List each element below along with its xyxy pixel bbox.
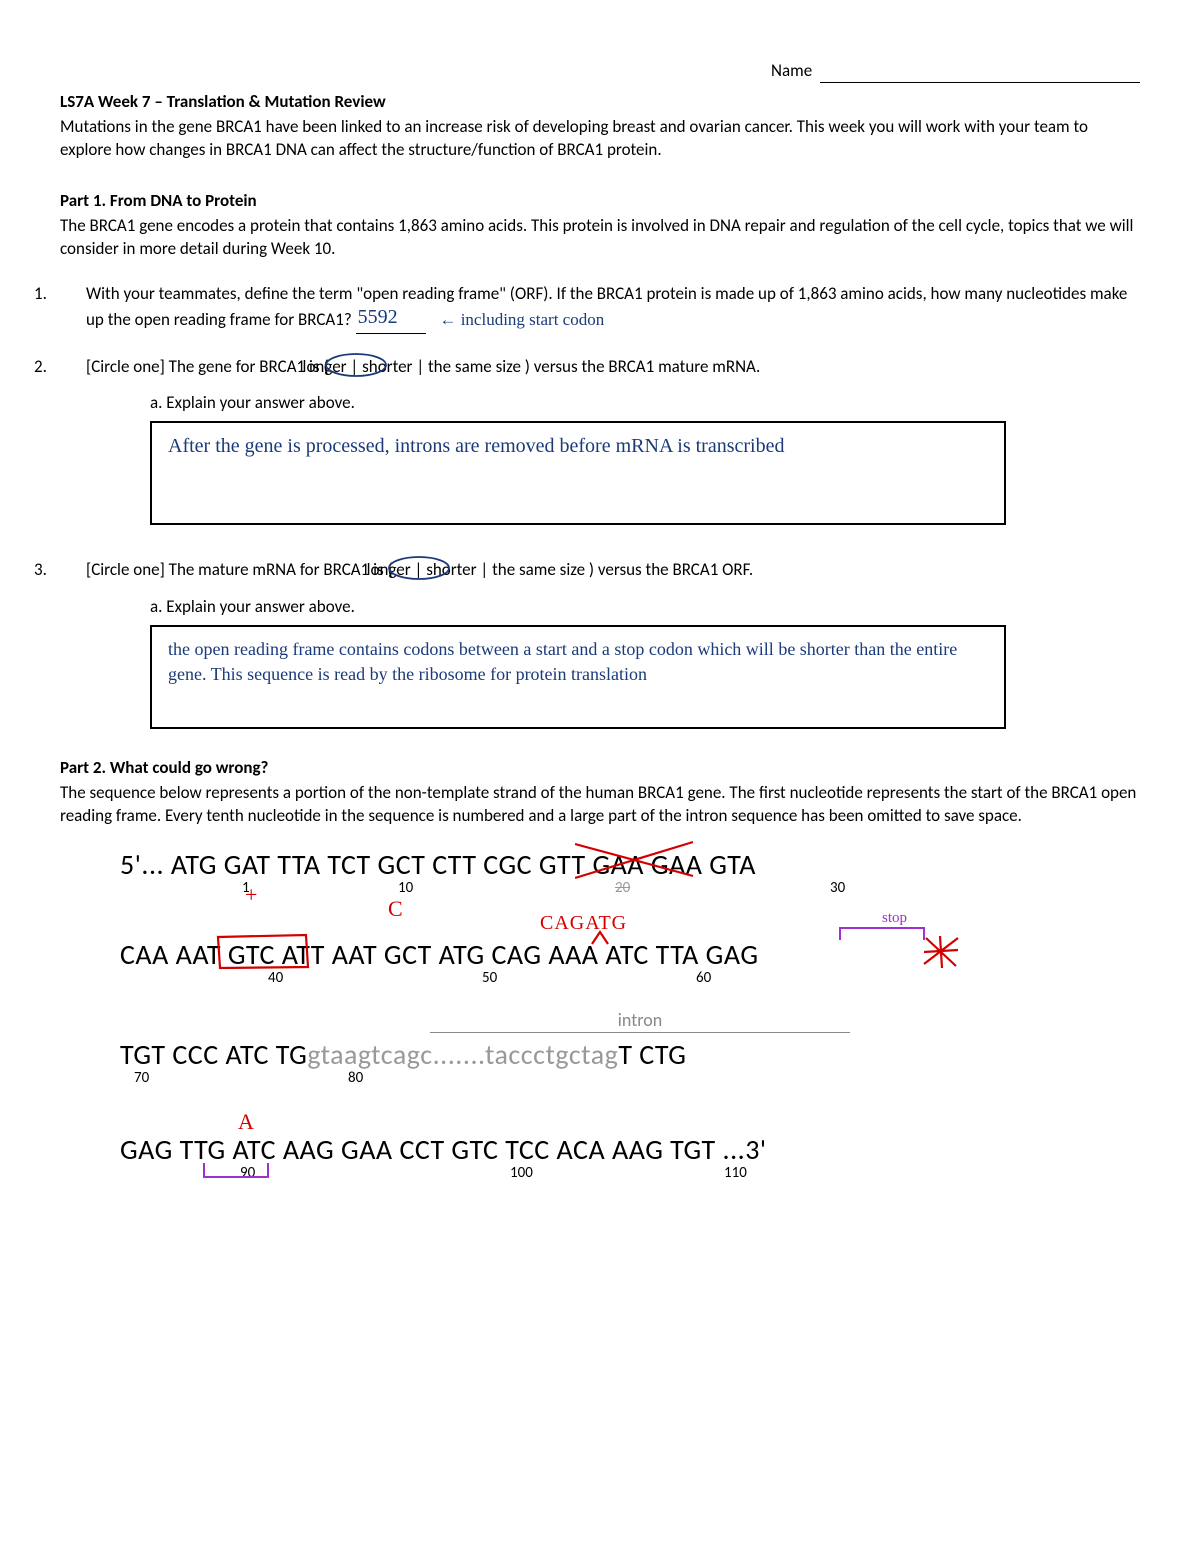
seq-num: 30	[830, 878, 845, 898]
q3a-answer: the open reading frame contains codons b…	[168, 639, 957, 684]
q2-number: 2.	[60, 356, 86, 379]
q3a: a. Explain your answer above. the open r…	[150, 596, 1140, 729]
seq-row3-intron: gtaagtcagc.......taccctgctag	[307, 1037, 618, 1072]
q2a-answer-box[interactable]: After the gene is processed, introns are…	[150, 421, 1006, 525]
seq-num: 60	[696, 968, 711, 988]
sequence-block: 5'... ATG GAT TTA TCT GCT CTT CGC GTT GA…	[120, 846, 1140, 1221]
q2a-answer: After the gene is processed, introns are…	[168, 435, 784, 457]
q1-answer: 5592	[358, 306, 398, 328]
red-plus-annotation: +	[245, 880, 257, 910]
seq-row3-text: TGT CCC ATC TGgtaagtcagc.......taccctgct…	[120, 1036, 1140, 1074]
intron-label: intron	[430, 1008, 850, 1032]
seq-num: 100	[510, 1163, 533, 1183]
part1-intro: The BRCA1 gene encodes a protein that co…	[60, 215, 1140, 261]
q3a-answer-box[interactable]: the open reading frame contains codons b…	[150, 625, 1006, 729]
q2-circled: longer	[329, 356, 347, 379]
red-C-annotation: C	[388, 894, 403, 924]
q1-number: 1.	[60, 283, 86, 306]
seq-row-3: intron TGT CCC ATC TGgtaagtcagc.......ta…	[120, 1036, 1140, 1131]
seq-row3b: T CTG	[618, 1037, 686, 1072]
seq-row3a: TGT CCC ATC TG	[120, 1037, 307, 1072]
seq-num: 20	[615, 878, 630, 898]
part2-title: Part 2. What could go wrong?	[60, 757, 1140, 780]
q2a-label: a. Explain your answer above.	[150, 392, 1140, 415]
seq-num: 70	[134, 1068, 149, 1088]
seq-num: 80	[348, 1068, 363, 1088]
q3a-label: a. Explain your answer above.	[150, 596, 1140, 619]
red-insert-annotation: CAGATG	[540, 910, 627, 937]
question-1: 1.With your teammates, define the term "…	[60, 283, 1140, 334]
q3-circled: longer	[393, 559, 411, 582]
question-2: 2.[Circle one] The gene for BRCA1 is (lo…	[60, 356, 1140, 379]
intron-header: intron	[430, 1008, 850, 1033]
q1-text: With your teammates, define the term "op…	[86, 283, 1127, 330]
part1-title: Part 1. From DNA to Protein	[60, 190, 1140, 213]
seq-num: 110	[724, 1163, 747, 1183]
q2a: a. Explain your answer above. After the …	[150, 392, 1140, 525]
purple-stop-label: stop	[882, 908, 907, 928]
q2-rest: | shorter | the same size ) versus the B…	[347, 356, 761, 377]
name-field: Name	[60, 60, 1140, 83]
q3-opt-longer: longer	[367, 559, 411, 580]
q2-pre: [Circle one] The gene for BRCA1 is (	[86, 356, 329, 377]
intro-text: Mutations in the gene BRCA1 have been li…	[60, 116, 1140, 162]
name-label: Name	[771, 60, 812, 81]
q3-rest: | shorter | the same size ) versus the B…	[411, 559, 753, 580]
q1-answer-blank[interactable]: 5592	[356, 306, 426, 334]
q3-pre: [Circle one] The mature mRNA for BRCA1 i…	[86, 559, 393, 580]
q3-number: 3.	[60, 559, 86, 582]
seq-row4-text: GAG TTG ATC AAG GAA CCT GTC TCC ACA AAG …	[120, 1131, 1140, 1169]
red-A-annotation: A	[238, 1107, 254, 1137]
seq-row-4: A GAG TTG ATC AAG GAA CCT GTC TCC ACA AA…	[120, 1131, 1140, 1221]
seq-num: 90	[240, 1163, 255, 1183]
seq-num: 50	[482, 968, 497, 988]
question-3: 3.[Circle one] The mature mRNA for BRCA1…	[60, 559, 1140, 582]
seq-row-1: 5'... ATG GAT TTA TCT GCT CTT CGC GTT GA…	[120, 846, 1140, 936]
name-blank[interactable]	[820, 82, 1140, 83]
part2-intro: The sequence below represents a portion …	[60, 782, 1140, 828]
seq-num: 40	[268, 968, 283, 988]
doc-title: LS7A Week 7 – Translation & Mutation Rev…	[60, 91, 1140, 114]
q2-opt-longer: longer	[303, 356, 347, 377]
q1-note: ← including start codon	[439, 310, 604, 329]
